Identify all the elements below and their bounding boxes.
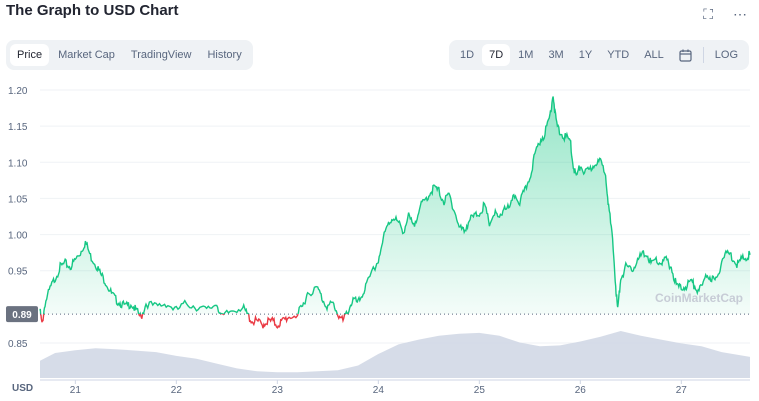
- x-tick-label: 21: [70, 385, 82, 396]
- x-tick-label: 23: [272, 385, 284, 396]
- time-range-selector: 1D 7D 1M 3M 1Y YTD ALL LOG: [449, 40, 749, 70]
- y-tick-label: 0.85: [8, 339, 28, 350]
- range-3m[interactable]: 3M: [548, 49, 564, 61]
- y-tick-label: 1.05: [8, 194, 28, 205]
- tab-market-cap[interactable]: Market Cap: [58, 49, 115, 61]
- y-tick-label: 1.20: [8, 86, 28, 97]
- range-7d[interactable]: 7D: [482, 44, 511, 66]
- reference-badge: [6, 306, 38, 323]
- y-tick-label: 1.10: [8, 158, 28, 169]
- x-tick-label: 24: [373, 385, 385, 396]
- range-1y[interactable]: 1Y: [578, 49, 593, 61]
- log-toggle[interactable]: LOG: [714, 49, 738, 61]
- tab-tradingview[interactable]: TradingView: [130, 49, 192, 61]
- x-tick-label: 27: [676, 385, 688, 396]
- more-icon[interactable]: ⋯: [733, 6, 747, 22]
- tab-price[interactable]: Price: [10, 44, 50, 66]
- calendar-icon[interactable]: [672, 44, 699, 66]
- range-1d[interactable]: 1D: [460, 49, 475, 61]
- volume-area: [40, 331, 750, 378]
- range-ytd[interactable]: YTD: [607, 49, 630, 61]
- watermark: CoinMarketCap: [655, 291, 743, 305]
- header-actions: ⛶ ⋯: [703, 6, 747, 23]
- fullscreen-icon[interactable]: ⛶: [703, 6, 713, 22]
- price-area: [39, 96, 751, 330]
- price-line-up: [39, 96, 751, 315]
- y-axis: 1.20 1.15 1.10 1.05 1.00 0.95 0.85: [8, 86, 28, 350]
- y-tick-label: 1.15: [8, 122, 28, 133]
- range-divider: [702, 47, 704, 63]
- range-1m[interactable]: 1M: [518, 49, 534, 61]
- x-tick-label: 22: [171, 385, 183, 396]
- reference-price-label: 0.89: [12, 310, 32, 321]
- chart-tabs: Price Market Cap TradingView History: [6, 40, 253, 70]
- x-axis: USD 21 22 23 24 25 26 27: [12, 379, 750, 396]
- range-all[interactable]: ALL: [644, 49, 664, 61]
- reference-line: 0.89: [6, 306, 750, 323]
- y-tick-label: 0.95: [8, 267, 28, 278]
- price-fill: [40, 96, 750, 315]
- volume-shape: [40, 331, 750, 378]
- page-title: The Graph to USD Chart: [6, 2, 179, 19]
- currency-label: USD: [12, 383, 33, 394]
- tab-history[interactable]: History: [207, 49, 242, 61]
- y-tick-label: 1.00: [8, 231, 28, 242]
- x-tick-label: 26: [575, 385, 587, 396]
- x-tick-label: 25: [474, 385, 486, 396]
